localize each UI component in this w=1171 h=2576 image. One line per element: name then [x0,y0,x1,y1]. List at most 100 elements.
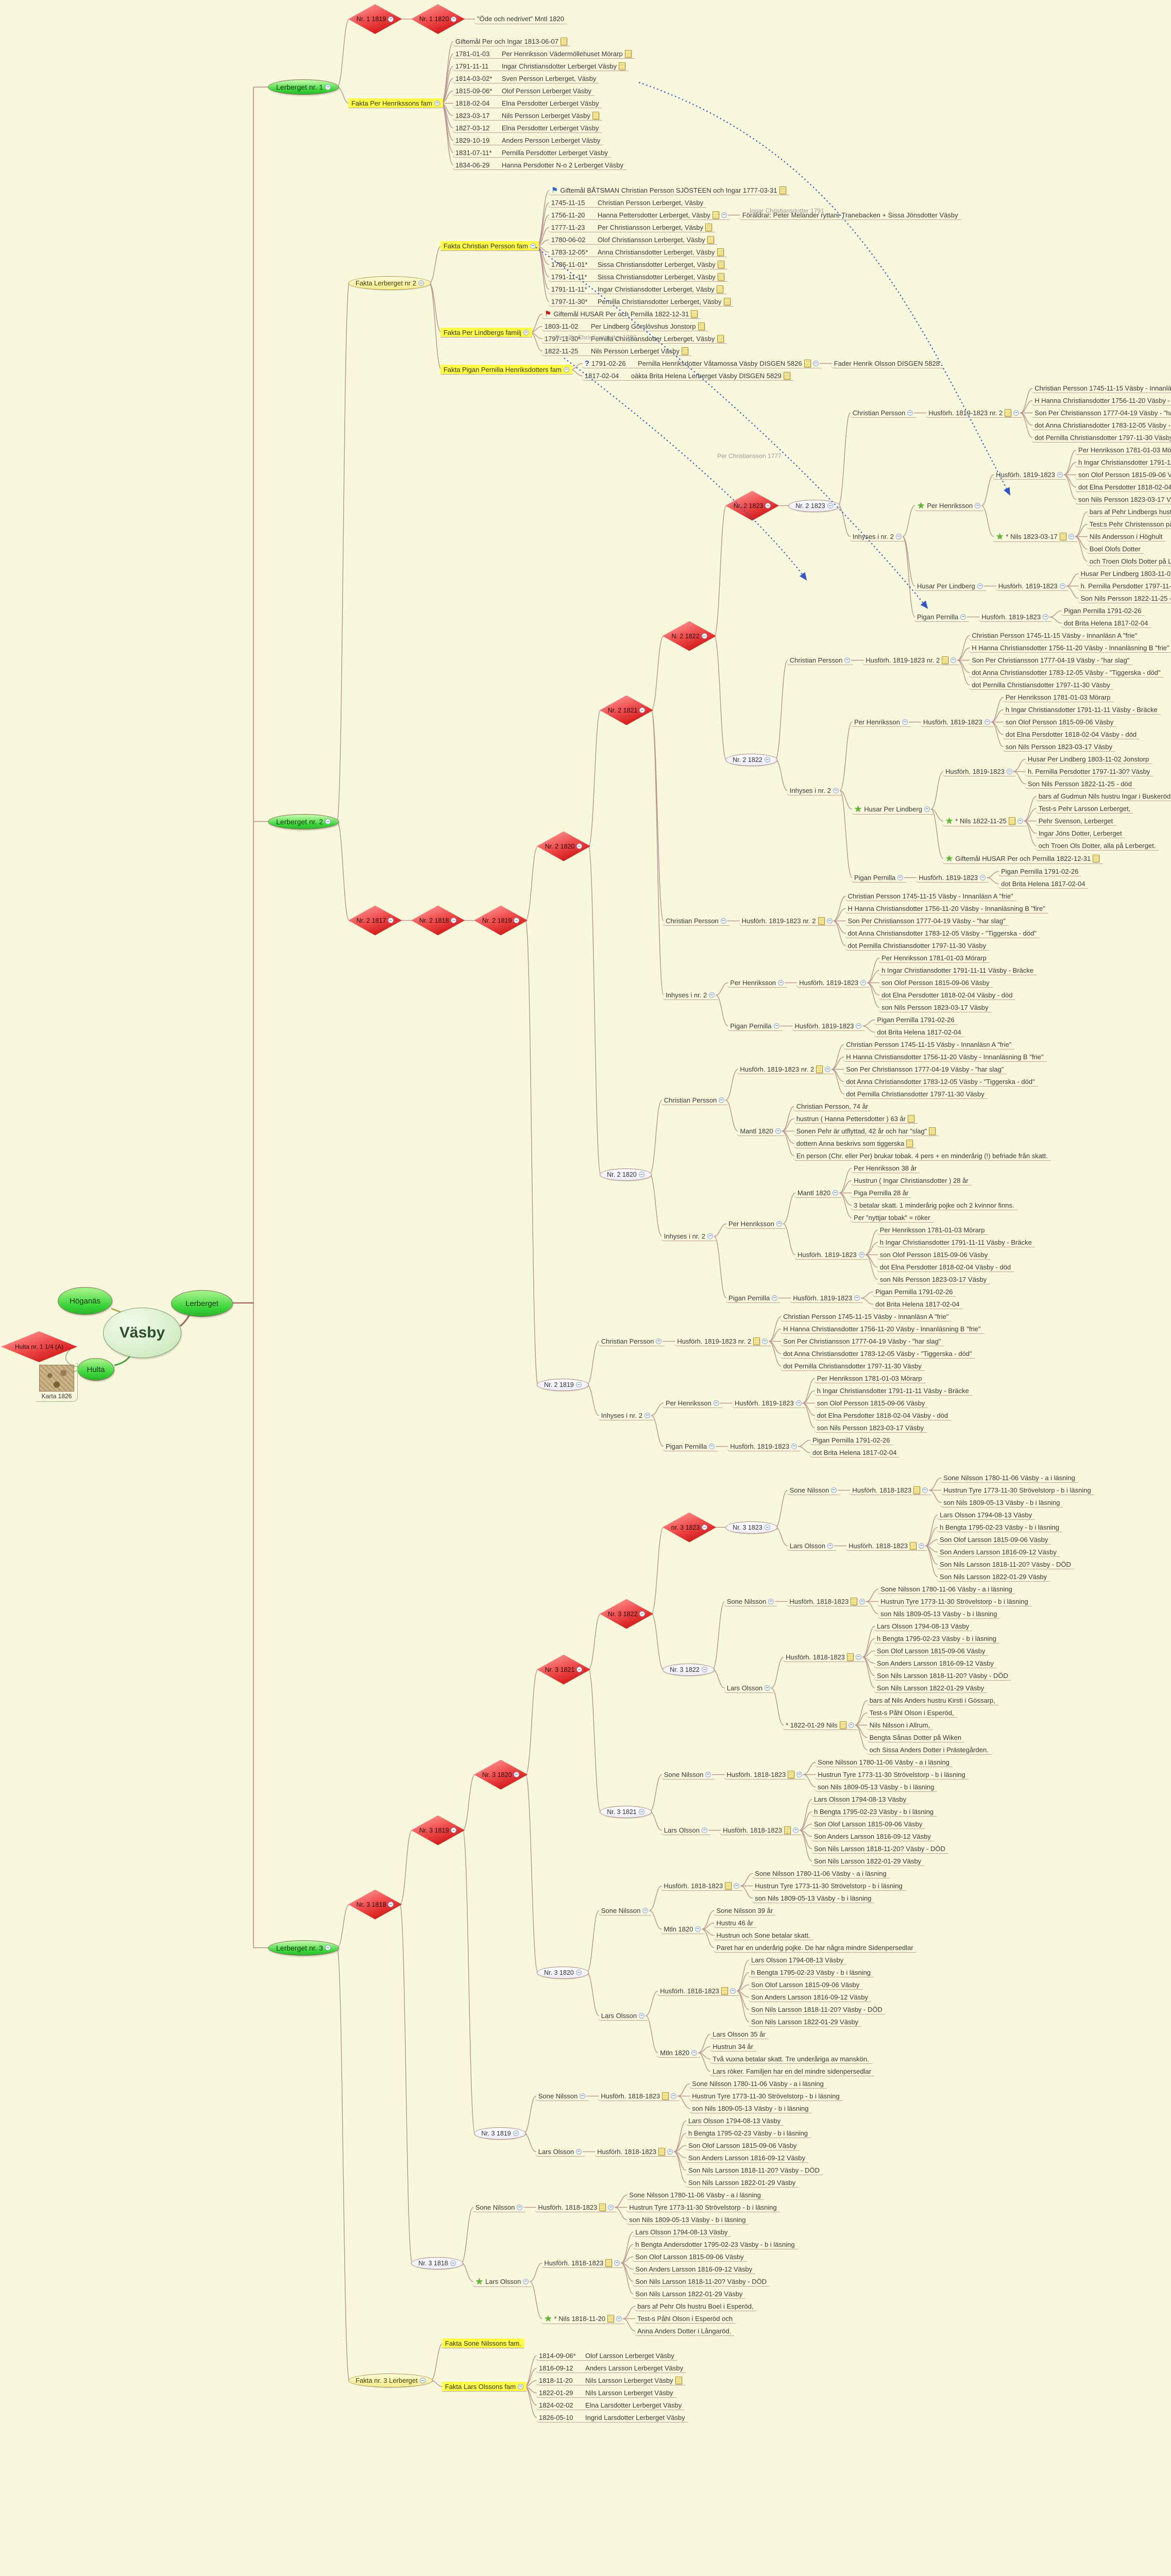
branch-node[interactable]: Per Henriksson [725,1219,785,1229]
fold-handle[interactable] [691,2049,698,2056]
fold-handle[interactable] [858,1251,864,1258]
place-node[interactable]: Lerberget nr. 2 [268,814,340,829]
census-year-node[interactable]: Nr. 1 1820 [411,4,465,34]
fact-row[interactable]: 1831-07-11* Pernilla Persdotter Lerberget… [452,148,611,158]
fact-row[interactable]: son Nils 1809-05-13 Väsby - b i läsning [814,1782,938,1792]
fold-handle[interactable] [616,2315,622,2321]
fold-handle[interactable] [768,1598,774,1604]
fold-handle[interactable] [576,2148,582,2155]
fold-handle[interactable] [796,1771,803,1777]
branch-node[interactable]: Husförh. 1819-1823 [790,1293,863,1303]
fact-row[interactable]: dot Anna Christiansdotter 1783-12-05 Väs… [780,1349,975,1359]
branch-node[interactable]: Sone Nilsson [786,1485,840,1495]
fact-row[interactable]: h Ingar Christiansdotter 1791-11-11 Väsb… [876,1238,1035,1247]
census-year-node[interactable]: Nr. 2 1817 [348,906,402,936]
fact-row[interactable]: 1814-03-02* Sven Persson Lerberget, Väsby [452,74,600,83]
fact-row[interactable]: Hustrun Tyre 1773-11-30 Strövelstorp - b… [752,1881,906,1891]
fact-row[interactable]: Christian Persson 1745-11-15 Väsby - Inn… [1031,383,1171,393]
fold-handle[interactable] [434,100,440,106]
fact-row[interactable]: son Nils 1809-05-13 Väsby - b i läsning [689,2104,812,2113]
fold-handle[interactable] [702,1524,708,1530]
fact-row[interactable]: Sone Nilsson 1780-11-06 Väsby - a i läsn… [940,1473,1078,1483]
fact-row[interactable]: son Nils Persson 1823-03-17 Väsby [876,1275,990,1284]
branch-node[interactable]: Per Henriksson [851,717,911,727]
branch-node[interactable]: Husförh. 1819-1823 nr. 2 [674,1336,771,1346]
census-year-node[interactable]: Nr. 1 1819 [348,4,402,34]
fold-handle[interactable] [518,2383,524,2389]
fact-row[interactable]: dot Elna Persdotter 1818-02-04 Väsby - d… [878,990,1016,1000]
fact-row[interactable]: Son Per Christiansson 1777-04-19 Väsby -… [780,1336,944,1346]
fact-row[interactable]: bars af Pehr Ols hustru Boel i Esperöd, [634,2301,757,2311]
fact-row[interactable]: Per Henriksson 1781-01-03 Mörarp [1075,445,1171,455]
fact-row[interactable]: dot Pernilla Christiansdotter 1797-11-30… [1031,433,1171,443]
fact-row[interactable]: Hustrun Tyre 1773-11-30 Strövelstorp - b… [877,1597,1031,1606]
fact-row[interactable]: ⚑ Giftemål HUSAR Per och Pernilla 1822-12… [541,309,701,319]
fact-row[interactable]: Sonen Pehr är utflyttad, 42 år och har "… [793,1126,939,1136]
fold-handle[interactable] [523,2278,529,2284]
branch-node[interactable]: Mantl 1820 [737,1126,784,1136]
branch-node[interactable]: Husförh. 1819-1823 [942,767,1015,776]
fact-row[interactable]: Lars Olsson 1794-08-13 Väsby [748,1955,847,1965]
branch-node[interactable]: Pigan Pernilla [662,1442,718,1451]
branch-node[interactable]: Husförh. 1818-1823 [541,2258,623,2268]
branch-node[interactable]: Lars Olsson [786,1541,837,1551]
fold-handle[interactable] [721,212,727,218]
fakta-group-node[interactable]: Fakta nr. 3 Lerberget [348,2374,433,2387]
fold-handle[interactable] [1006,768,1012,774]
branch-node[interactable]: Pigan Pernilla [725,1293,781,1303]
fact-row[interactable]: H Hanna Christiansdotter 1756-11-20 Väsb… [1031,396,1171,405]
fold-handle[interactable] [844,657,851,663]
fold-handle[interactable] [644,1412,650,1418]
branch-node[interactable]: Christian Persson [663,916,729,926]
fact-row[interactable]: Giftemål Per och Ingar 1813-06-07 [452,37,571,46]
fold-handle[interactable] [514,1772,520,1777]
fact-row[interactable]: Son Anders Larsson 1816-09-12 Väsby [811,1832,934,1841]
fold-handle[interactable] [764,757,770,762]
fold-handle[interactable] [517,2204,523,2210]
fact-row[interactable]: dot Brita Helena 1817-02-04 [809,1448,900,1458]
fact-row[interactable]: h. Pernilla Persdotter 1797-11-30? Väsby [1077,581,1171,591]
fold-handle[interactable] [575,1970,582,1975]
fold-handle[interactable] [831,1487,837,1493]
fakta-group-node[interactable]: Fakta Lerberget nr 2 [348,276,431,290]
fold-handle[interactable] [667,2148,673,2155]
fact-row[interactable]: Per Henriksson 1781-01-03 Mörarp [876,1225,988,1235]
branch-node[interactable]: Husförh. 1818-1823 [849,1485,931,1495]
fact-row[interactable]: bars af Pehr Lindbergs hustru Pernilla L… [1086,507,1171,517]
fakta-node[interactable]: Fakta Lars Olssons fam [442,2382,527,2392]
fact-row[interactable]: Två vuxna betalar skatt. Tre underåriga … [709,2054,872,2064]
branch-node[interactable]: Husförh. 1819-1823 [993,470,1066,480]
fact-row[interactable]: dot Pernilla Christiansdotter 1797-11-30… [843,1089,988,1099]
fold-handle[interactable] [513,2130,519,2136]
fact-row[interactable]: h Bengta 1795-02-23 Väsby - b i läsning [874,1634,1000,1643]
fact-row[interactable]: h Ingar Christiansdotter 1791-11-11 Väsb… [878,965,1037,975]
fact-row[interactable]: Christian Persson 1745-11-15 Väsby - Inn… [969,631,1141,640]
fact-row[interactable]: dot Brita Helena 1817-02-04 [874,1027,964,1037]
branch-node[interactable]: Husförh. 1819-1823 nr. 2 [925,408,1023,418]
fact-row[interactable]: dot Brita Helena 1817-02-04 [872,1299,963,1309]
fact-row[interactable]: 1824-02-02 Elna Larsdotter Lerberget Väsb… [536,2400,685,2410]
fact-row[interactable]: h Ingar Christiansdotter 1791-11-11 Väsb… [1075,457,1171,467]
fold-handle[interactable] [778,979,784,986]
fact-row[interactable]: Lars Olsson 1794-08-13 Väsby [685,2116,784,2126]
branch-node[interactable]: Pigan Pernilla [913,612,970,622]
fact-row[interactable]: Son Anders Larsson 1816-09-12 Väsby [632,2264,756,2274]
root-node-vasby[interactable]: Väsby [103,1308,181,1358]
fakta-node[interactable]: Fakta Per Henrikssons fam [348,98,443,108]
fold-handle[interactable] [418,280,424,286]
fact-row[interactable]: Bengta Sånas Dotter på Wiken [866,1733,965,1742]
fact-row[interactable]: bars af Gudmun Nils hustru Ingar i Buske… [1035,791,1171,801]
fold-handle[interactable] [695,1926,701,1932]
fold-handle[interactable] [608,2204,614,2210]
branch-node[interactable]: Sone Nilsson [723,1597,777,1606]
fact-row[interactable]: 1777-11-23 Per Christiansson Lerberget, V… [548,223,716,232]
fold-handle[interactable] [854,1295,860,1301]
fold-handle[interactable] [1057,471,1063,478]
fold-handle[interactable] [642,1907,649,1913]
fact-row[interactable]: Boel Olofs Dotter [1086,544,1144,554]
fold-handle[interactable] [827,503,833,509]
census-year-node[interactable]: nr. 3 1823 [663,1513,716,1543]
fold-handle[interactable] [720,918,726,924]
fold-handle[interactable] [833,787,839,793]
fact-row[interactable]: 1797-11-30* Pernilla Christiansdotter Ler… [548,297,734,307]
